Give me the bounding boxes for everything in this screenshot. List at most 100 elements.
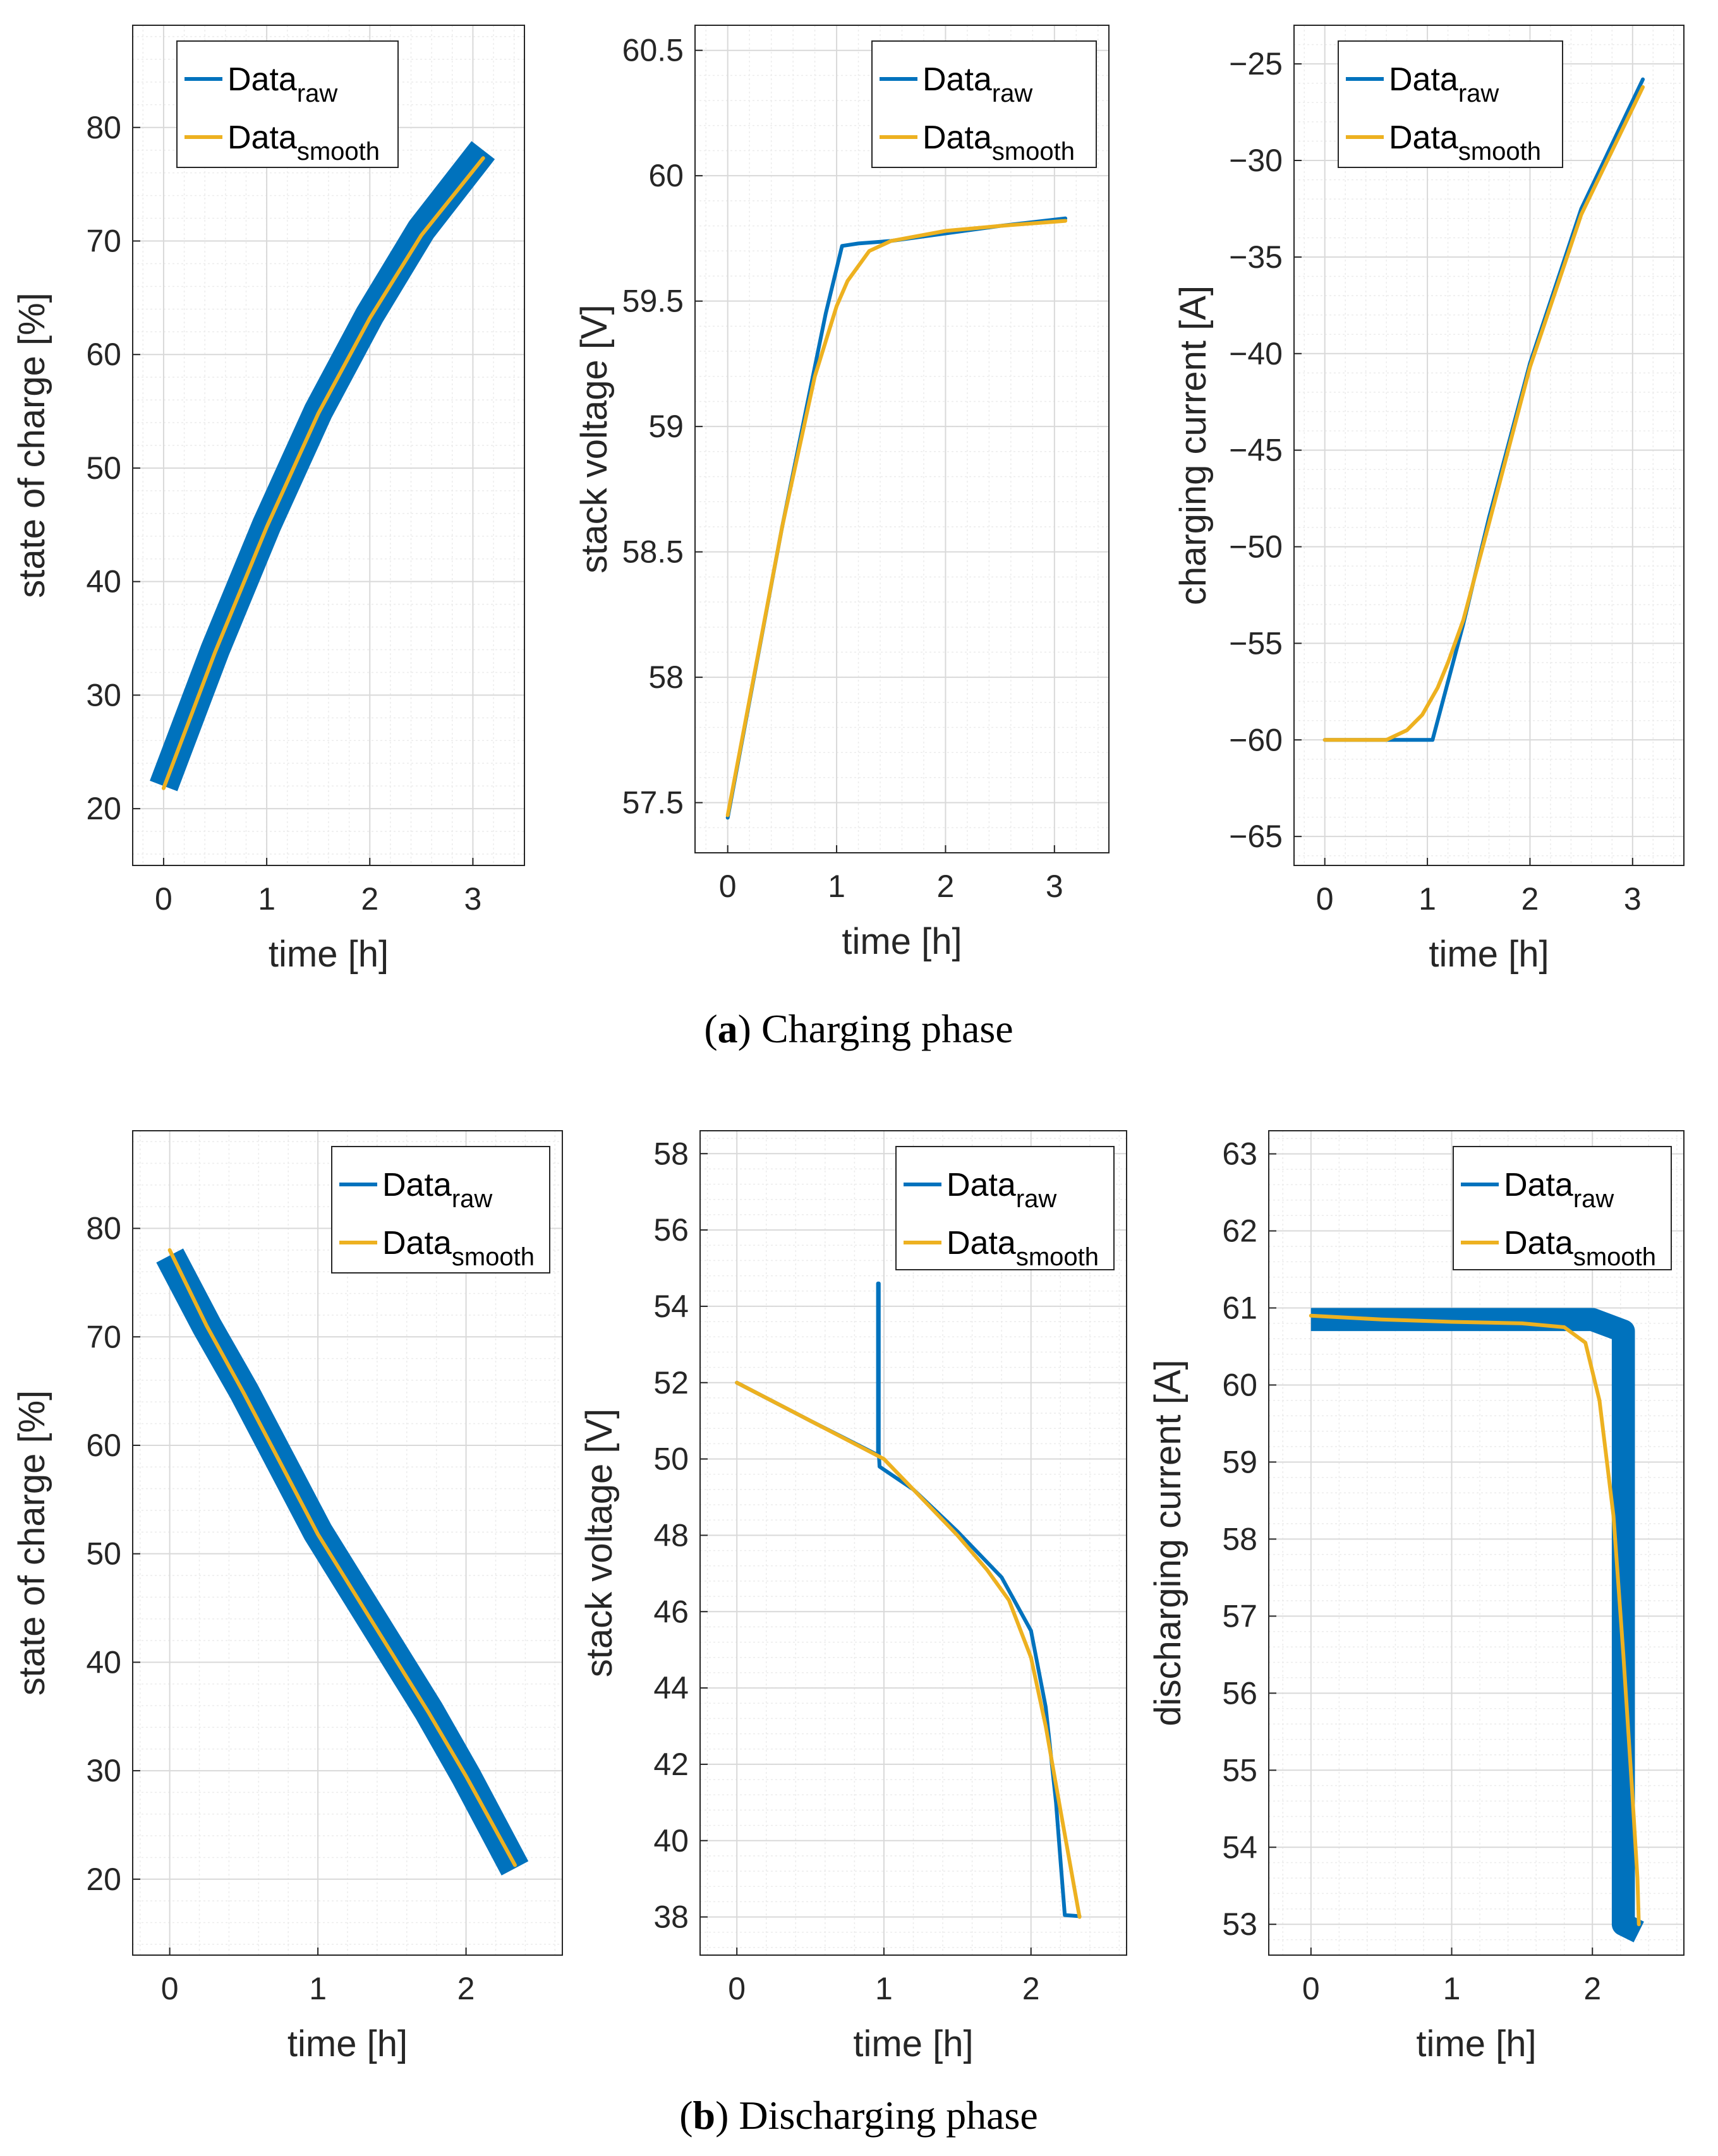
legend-entry-raw: Dataraw xyxy=(227,61,337,107)
y-tick-label: 52 xyxy=(653,1365,689,1400)
legend-box xyxy=(895,1146,1115,1270)
y-tick-label: 70 xyxy=(86,1319,121,1354)
legend-entry-subscript: smooth xyxy=(1573,1243,1656,1271)
legend-entry-smooth: Datasmooth xyxy=(382,1225,535,1271)
legend-entry-smooth: Datasmooth xyxy=(947,1225,1099,1271)
caption-a-text: Charging phase xyxy=(761,1006,1013,1051)
legend-entry-subscript: smooth xyxy=(1458,138,1541,166)
caption-b-paren-open: ( xyxy=(679,2093,693,2138)
y-tick-label: 20 xyxy=(86,791,121,826)
chart-soc-discharging: 0 1 2 20 30 40 50 60 70 80 time [h] state of charge… xyxy=(11,1130,563,2064)
y-tick-label: 70 xyxy=(86,223,121,258)
x-axis-label: time [h] xyxy=(1429,934,1549,975)
legend-entry-subscript: raw xyxy=(992,80,1033,107)
x-tick-label: 2 xyxy=(1583,1971,1601,2006)
x-tick-label: 0 xyxy=(155,881,172,917)
legend-entry-name: Data xyxy=(947,1225,1016,1262)
plot-area xyxy=(156,1248,529,1876)
axes-box xyxy=(132,25,525,866)
y-tick-label: −45 xyxy=(1229,433,1283,468)
series-line-raw xyxy=(156,1248,529,1876)
chart-current-discharging: 0 1 2 53 54 55 56 57 58 59 60 61 62 63 time [h] dischar… xyxy=(1147,1130,1685,2064)
plot-area xyxy=(735,1281,1082,1919)
x-tick-label: 0 xyxy=(1302,1971,1320,2006)
legend-entry-name: Data xyxy=(1389,61,1458,98)
legend-box xyxy=(1453,1146,1672,1270)
chart-soc-charging: 0 1 2 3 20 30 40 50 60 70 80 time [h] state of charg… xyxy=(11,25,525,975)
legend-entry-subscript: smooth xyxy=(992,138,1075,166)
chart-voltage-charging: 0 1 2 3 57.5 58 58.5 59 59.5 60 60.5 time [h] stack … xyxy=(574,25,1110,962)
y-tick-label: 60 xyxy=(1222,1367,1257,1402)
x-tick-label: 2 xyxy=(361,881,378,917)
plot-area xyxy=(1322,77,1645,742)
y-tick-label: −25 xyxy=(1229,46,1283,81)
y-tick-label: 62 xyxy=(1222,1214,1257,1249)
legend-entry-name: Data xyxy=(947,1167,1016,1203)
x-axis-label: time [h] xyxy=(1416,2023,1536,2064)
legend-box xyxy=(176,40,399,168)
y-tick-label: 30 xyxy=(86,1753,121,1788)
x-axis-label: time [h] xyxy=(287,2023,408,2064)
y-tick-label: 80 xyxy=(86,110,121,145)
x-tick-label: 3 xyxy=(464,881,482,917)
x-tick-label: 1 xyxy=(258,881,275,917)
chart-current-charging: 0 1 2 3 −65 −60 −55 −50 −45 −40 −35 −30 −25 time [h] c… xyxy=(1173,25,1685,975)
x-tick-label: 0 xyxy=(728,1971,746,2006)
y-tick-label: 58 xyxy=(653,1136,689,1171)
x-tick-label: 2 xyxy=(457,1971,475,2006)
series-line-smooth xyxy=(1309,1313,1641,1927)
y-tick-label: 30 xyxy=(86,677,121,713)
caption-a-paren-close: ) xyxy=(738,1006,761,1051)
legend-entry-subscript: raw xyxy=(1458,80,1499,107)
y-tick-label: 57 xyxy=(1222,1598,1257,1634)
x-tick-label: 0 xyxy=(161,1971,179,2006)
y-tick-label: 60 xyxy=(648,158,684,193)
x-tick-label: 1 xyxy=(1419,881,1436,917)
y-tick-label: 48 xyxy=(653,1517,689,1553)
legend-entry-subscript: smooth xyxy=(297,138,380,166)
y-tick-label: 20 xyxy=(86,1862,121,1897)
legend-entry-raw: Dataraw xyxy=(1389,61,1499,107)
legend-entry-subscript: raw xyxy=(1573,1185,1614,1213)
y-tick-label: 59.5 xyxy=(622,284,684,319)
y-axis-label: charging current [A] xyxy=(1173,286,1214,605)
plot-area xyxy=(725,216,1068,820)
y-tick-label: 44 xyxy=(653,1670,689,1706)
plot-area xyxy=(150,141,495,792)
caption-b: (b) Discharging phase xyxy=(679,2093,1038,2138)
caption-b-text: Discharging phase xyxy=(739,2093,1037,2138)
y-tick-label: 50 xyxy=(86,450,121,486)
x-axis-label: time [h] xyxy=(842,921,962,962)
legend-entry-smooth: Datasmooth xyxy=(1389,119,1541,166)
legend-entry-smooth: Datasmooth xyxy=(227,119,380,166)
axes-box xyxy=(1293,25,1685,866)
series-line-raw xyxy=(1322,77,1645,742)
y-tick-label: 60 xyxy=(86,1428,121,1463)
legend-entry-smooth: Datasmooth xyxy=(923,119,1075,166)
series-line-raw xyxy=(1310,1308,1644,1942)
y-tick-label: 55 xyxy=(1222,1752,1257,1788)
legend-entry-raw: Dataraw xyxy=(1504,1167,1614,1213)
legend-entry-subscript: raw xyxy=(452,1185,493,1213)
series-line-smooth xyxy=(161,156,485,790)
y-tick-label: 80 xyxy=(86,1211,121,1246)
caption-b-paren-close: ) xyxy=(715,2093,739,2138)
y-tick-label: 61 xyxy=(1222,1291,1257,1326)
y-tick-label: 60 xyxy=(86,337,121,372)
y-tick-label: 59 xyxy=(648,409,684,444)
y-tick-label: 50 xyxy=(86,1536,121,1572)
legend-entry-name: Data xyxy=(227,119,297,156)
legend-entry-name: Data xyxy=(227,61,297,98)
axes-box xyxy=(132,1130,563,1956)
y-axis-label: stack voltage [V] xyxy=(579,1409,620,1678)
y-tick-label: 40 xyxy=(86,564,121,599)
legend-box xyxy=(1338,40,1563,168)
x-tick-label: 3 xyxy=(1046,869,1063,904)
legend-entry-name: Data xyxy=(1389,119,1458,156)
series-line-smooth xyxy=(735,1380,1082,1919)
legend-entry-name: Data xyxy=(923,119,992,156)
y-tick-label: −65 xyxy=(1229,819,1283,854)
legend-entry-name: Data xyxy=(1504,1167,1573,1203)
